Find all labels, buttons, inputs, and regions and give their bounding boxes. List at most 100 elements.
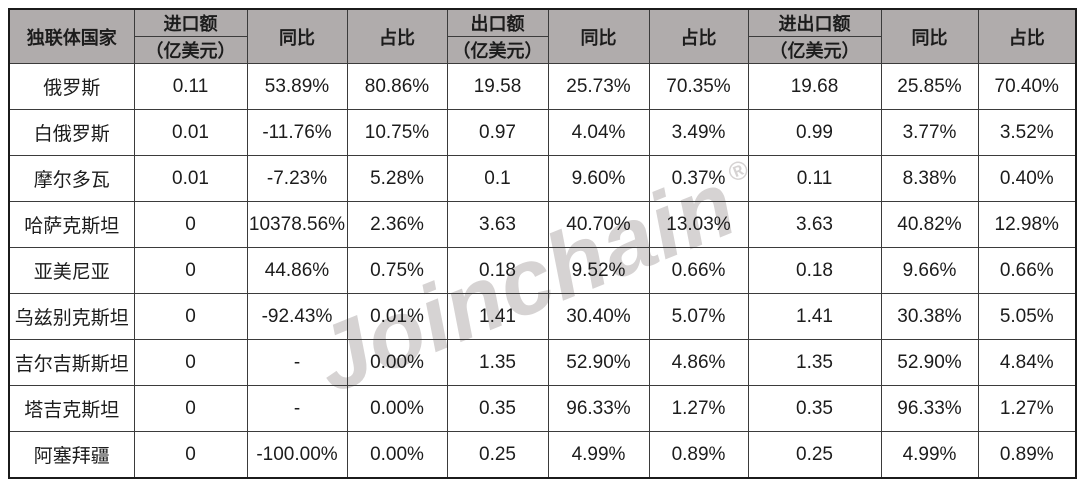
value-cell: 0 [133,339,248,386]
value-cell: -100.00% [246,431,348,479]
header-row-top: 独联体国家 进口额 同比 占比 出口额 同比 占比 进出口额 同比 占比 [8,8,1077,64]
value-cell: 0.35 [446,385,549,432]
value-cell: 13.03% [648,201,749,248]
header-import-share: 占比 [346,8,448,64]
table-body: 俄罗斯 0.11 53.89% 80.86% 19.58 25.73% 70.3… [8,63,1077,479]
value-cell: 0.89% [648,431,749,479]
value-cell: 0.00% [346,339,448,386]
value-cell: 4.84% [977,339,1077,386]
header-export-amount: 出口额 [446,8,549,37]
value-cell: 25.73% [547,63,650,110]
table-row: 亚美尼亚 0 44.86% 0.75% 0.18 9.52% 0.66% 0.1… [8,247,1077,294]
value-cell: 70.35% [648,63,749,110]
cis-trade-table: 独联体国家 进口额 同比 占比 出口额 同比 占比 进出口额 同比 占比 （亿美… [8,8,1077,479]
table-header: 独联体国家 进口额 同比 占比 出口额 同比 占比 进出口额 同比 占比 （亿美… [8,8,1077,64]
value-cell: 0.11 [133,63,248,110]
value-cell: -92.43% [246,293,348,340]
value-cell: 96.33% [547,385,650,432]
value-cell: 0.01% [346,293,448,340]
value-cell: 0 [133,385,248,432]
value-cell: 0.99 [747,109,882,156]
table-row: 俄罗斯 0.11 53.89% 80.86% 19.58 25.73% 70.3… [8,63,1077,110]
value-cell: 52.90% [547,339,650,386]
country-cell: 乌兹别克斯坦 [8,293,135,340]
header-total-yoy: 同比 [880,8,979,64]
value-cell: 0.89% [977,431,1077,479]
value-cell: 0.18 [446,247,549,294]
value-cell: 5.05% [977,293,1077,340]
value-cell: 2.36% [346,201,448,248]
value-cell: 0 [133,293,248,340]
country-cell: 俄罗斯 [8,63,135,110]
value-cell: 1.41 [446,293,549,340]
header-country: 独联体国家 [8,8,135,64]
value-cell: 8.38% [880,155,979,202]
header-export-unit: （亿美元） [446,36,549,64]
value-cell: 96.33% [880,385,979,432]
value-cell: 12.98% [977,201,1077,248]
country-cell: 塔吉克斯坦 [8,385,135,432]
value-cell: -7.23% [246,155,348,202]
value-cell: 40.70% [547,201,650,248]
value-cell: 25.85% [880,63,979,110]
country-cell: 亚美尼亚 [8,247,135,294]
value-cell: 3.52% [977,109,1077,156]
value-cell: 1.35 [747,339,882,386]
value-cell: - [246,385,348,432]
value-cell: 70.40% [977,63,1077,110]
table-row: 塔吉克斯坦 0 - 0.00% 0.35 96.33% 1.27% 0.35 9… [8,385,1077,432]
header-export-yoy: 同比 [547,8,650,64]
value-cell: 0.18 [747,247,882,294]
header-total-share: 占比 [977,8,1077,64]
country-cell: 哈萨克斯坦 [8,201,135,248]
value-cell: 0.01 [133,109,248,156]
header-total-amount: 进出口额 [747,8,882,37]
table-row: 白俄罗斯 0.01 -11.76% 10.75% 0.97 4.04% 3.49… [8,109,1077,156]
value-cell: 0.75% [346,247,448,294]
value-cell: 3.77% [880,109,979,156]
header-total-unit: （亿美元） [747,36,882,64]
value-cell: 1.27% [648,385,749,432]
value-cell: 0.25 [446,431,549,479]
value-cell: 19.58 [446,63,549,110]
value-cell: 5.28% [346,155,448,202]
value-cell: 0.37% [648,155,749,202]
value-cell: 0.11 [747,155,882,202]
country-cell: 白俄罗斯 [8,109,135,156]
table-row: 阿塞拜疆 0 -100.00% 0.00% 0.25 4.99% 0.89% 0… [8,431,1077,479]
value-cell: 9.52% [547,247,650,294]
table-row: 哈萨克斯坦 0 10378.56% 2.36% 3.63 40.70% 13.0… [8,201,1077,248]
value-cell: 4.99% [547,431,650,479]
header-row-units: （亿美元） （亿美元） （亿美元） [9,36,1076,64]
value-cell: 30.40% [547,293,650,340]
value-cell: 0 [133,247,248,294]
value-cell: 0 [133,201,248,248]
table-row: 乌兹别克斯坦 0 -92.43% 0.01% 1.41 30.40% 5.07%… [8,293,1077,340]
header-export-share: 占比 [648,8,749,64]
value-cell: 1.35 [446,339,549,386]
value-cell: 3.49% [648,109,749,156]
table-row: 吉尔吉斯斯坦 0 - 0.00% 1.35 52.90% 4.86% 1.35 … [8,339,1077,386]
value-cell: 4.86% [648,339,749,386]
value-cell: 3.63 [446,201,549,248]
value-cell: 0.01 [133,155,248,202]
value-cell: 9.60% [547,155,650,202]
header-import-yoy: 同比 [246,8,348,64]
value-cell: 10.75% [346,109,448,156]
country-cell: 摩尔多瓦 [8,155,135,202]
value-cell: 53.89% [246,63,348,110]
value-cell: - [246,339,348,386]
table-row: 摩尔多瓦 0.01 -7.23% 5.28% 0.1 9.60% 0.37% 0… [8,155,1077,202]
country-cell: 阿塞拜疆 [8,431,135,479]
value-cell: 52.90% [880,339,979,386]
value-cell: 0.00% [346,431,448,479]
value-cell: 3.63 [747,201,882,248]
value-cell: 0.66% [977,247,1077,294]
header-import-amount: 进口额 [133,8,248,37]
value-cell: 44.86% [246,247,348,294]
value-cell: 80.86% [346,63,448,110]
value-cell: 1.27% [977,385,1077,432]
value-cell: 0.40% [977,155,1077,202]
value-cell: 0.1 [446,155,549,202]
